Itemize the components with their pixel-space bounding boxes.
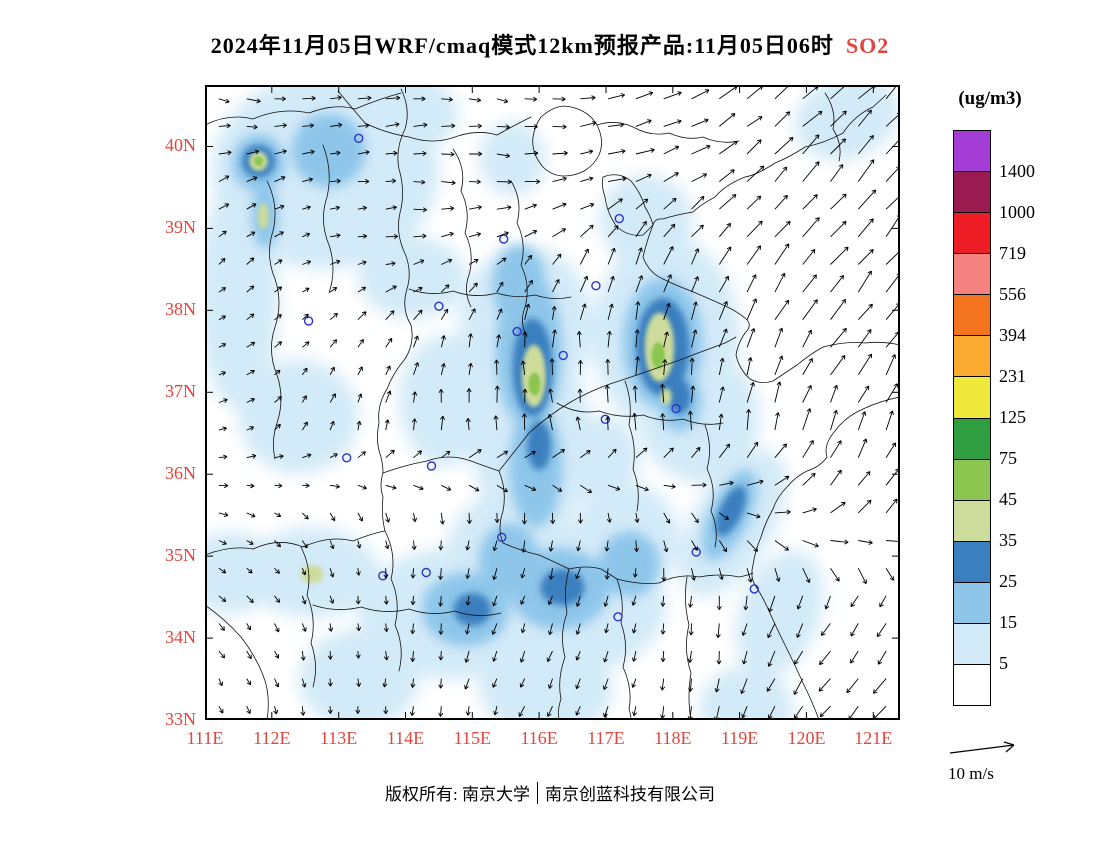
lat-label: 35N	[165, 545, 196, 566]
colorbar-label: 394	[999, 325, 1026, 345]
lon-label: 113E	[319, 728, 358, 748]
colorbar-segment	[954, 295, 990, 337]
colorbar-unit: (ug/m3)	[958, 88, 1022, 109]
lon-label: 111E	[186, 728, 224, 748]
footer-company: 南京创蓝科技有限公司	[544, 785, 715, 804]
city-marker	[378, 571, 388, 581]
province-boundaries	[206, 88, 899, 719]
colorbar-labels: 1400 1000 719 556 394 231 125 75 45 35 25 15 5	[999, 130, 1069, 704]
colorbar-segment	[954, 131, 990, 173]
lon-label: 118E	[654, 728, 692, 748]
page-title: 2024年11月05日WRF/cmaq模式12km预报产品:11月05日06时 S…	[0, 28, 1100, 60]
map-frame	[205, 85, 900, 720]
latitude-axis: 40N 39N 38N 37N 36N 35N 34N 33N	[146, 85, 200, 729]
city-marker	[512, 326, 522, 337]
colorbar-label: 231	[999, 366, 1026, 386]
city-marker	[421, 567, 431, 578]
colorbar-segment	[954, 665, 990, 706]
lon-label: 121E	[854, 728, 893, 748]
colorbar-segment	[954, 254, 990, 296]
lon-label: 114E	[386, 728, 425, 748]
lon-label: 116E	[520, 728, 558, 748]
wind-reference-arrow-icon	[949, 741, 1015, 754]
city-markers-layer	[303, 133, 759, 622]
colorbar-label: 5	[999, 653, 1008, 673]
lat-label: 34N	[165, 627, 196, 648]
lon-label: 115E	[453, 728, 491, 748]
colorbar-segment	[954, 541, 990, 583]
colorbar-label: 125	[999, 407, 1026, 427]
colorbar-label: 15	[999, 612, 1017, 632]
colorbar-label: 75	[999, 448, 1017, 468]
lat-label: 39N	[165, 217, 196, 238]
lat-label: 37N	[165, 381, 196, 402]
city-marker	[303, 316, 314, 326]
city-marker	[341, 453, 352, 463]
title-pollutant: SO2	[845, 33, 890, 58]
colorbar-label: 1400	[999, 161, 1035, 181]
lat-label: 33N	[165, 709, 196, 729]
colorbar-segment	[954, 623, 990, 666]
colorbar-segment	[954, 500, 990, 542]
city-marker	[614, 213, 624, 224]
footer: 版权所有: 南京大学 南京创蓝科技有限公司	[0, 780, 1100, 805]
city-marker	[613, 612, 623, 622]
forecast-map	[204, 85, 900, 721]
colorbar-segment	[954, 582, 990, 624]
so2-shading-layer	[206, 86, 899, 719]
colorbar-segment	[954, 172, 990, 214]
colorbar	[953, 130, 991, 706]
colorbar-label: 1000	[999, 202, 1035, 222]
lat-label: 38N	[165, 299, 196, 320]
city-marker	[426, 461, 437, 471]
wind-legend: 10 m/s	[946, 738, 1056, 784]
colorbar-label: 45	[999, 489, 1017, 509]
city-marker	[497, 532, 507, 542]
colorbar-segment	[954, 336, 990, 378]
colorbar-segment	[954, 213, 990, 255]
lon-label: 120E	[787, 728, 826, 748]
colorbar-segment	[954, 377, 990, 419]
colorbar-label: 556	[999, 284, 1026, 304]
colorbar-segment	[954, 459, 990, 501]
city-marker	[353, 133, 364, 143]
colorbar-label: 35	[999, 530, 1017, 550]
lon-label: 117E	[587, 728, 625, 748]
city-marker	[749, 584, 759, 594]
lon-label: 119E	[720, 728, 759, 748]
footer-owner: 版权所有: 南京大学	[385, 785, 530, 804]
city-marker	[591, 280, 601, 291]
city-marker	[558, 350, 568, 361]
city-marker	[499, 234, 509, 244]
lat-label: 36N	[165, 463, 196, 484]
colorbar-segment	[954, 418, 990, 460]
city-marker	[671, 403, 681, 414]
lat-label: 40N	[165, 135, 196, 156]
longitude-axis: 111E 112E 113E 114E 115E 116E 117E 118E 119E 120E…	[187, 724, 900, 748]
colorbar-label: 719	[999, 243, 1026, 263]
lon-label: 112E	[253, 728, 291, 748]
colorbar-label: 25	[999, 571, 1017, 591]
wind-reference-label: 10 m/s	[948, 764, 994, 783]
footer-divider	[536, 781, 538, 804]
title-text: 2024年11月05日WRF/cmaq模式12km预报产品:11月05日06时	[210, 33, 834, 58]
map-svg	[204, 85, 900, 721]
wind-vectors-layer	[218, 86, 899, 719]
city-marker	[434, 301, 444, 311]
